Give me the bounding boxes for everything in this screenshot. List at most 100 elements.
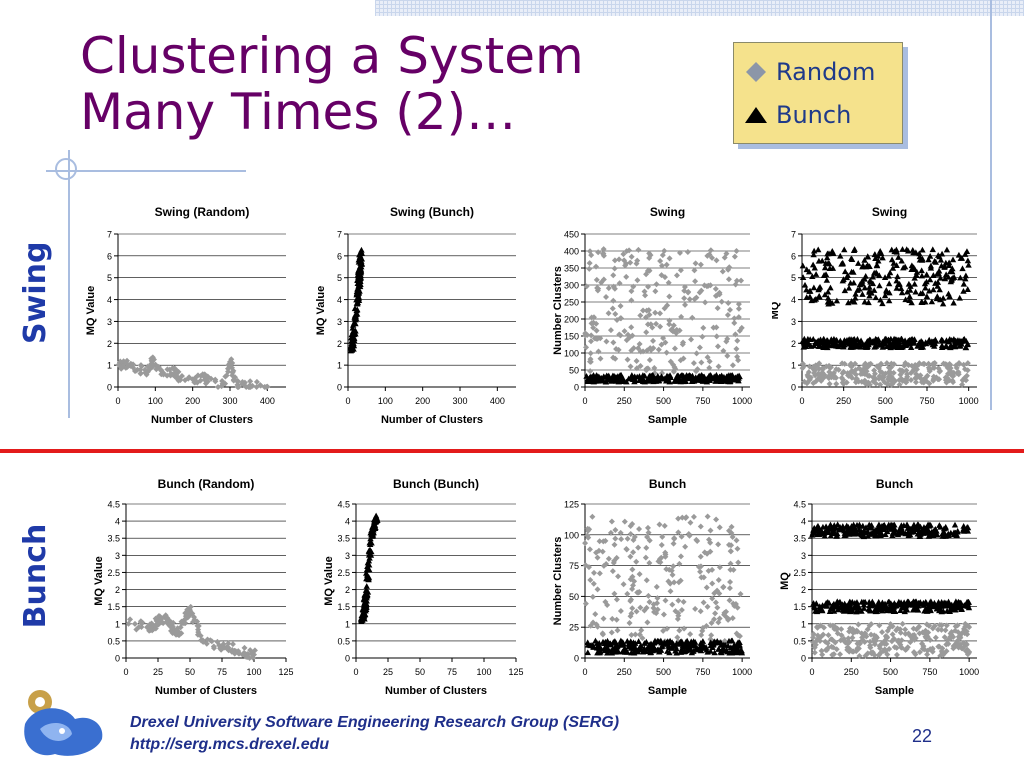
data-point — [723, 614, 730, 621]
data-point — [351, 337, 358, 344]
data-point — [137, 366, 144, 373]
data-point — [811, 604, 818, 611]
data-point — [904, 288, 911, 295]
data-point — [940, 599, 948, 606]
data-point — [730, 566, 737, 573]
data-point — [862, 652, 869, 659]
data-point — [877, 296, 884, 303]
data-point — [700, 642, 708, 649]
data-point — [166, 622, 173, 629]
data-point — [365, 566, 372, 573]
y-tick-label: 250 — [564, 298, 579, 308]
data-point — [173, 627, 180, 634]
data-point — [852, 290, 859, 297]
data-point — [706, 377, 713, 383]
data-point — [618, 536, 625, 543]
data-point — [218, 383, 225, 390]
data-point — [358, 246, 365, 253]
data-point — [357, 267, 365, 274]
data-point — [907, 283, 914, 289]
data-point — [666, 637, 674, 644]
data-point — [173, 371, 180, 378]
data-point — [949, 256, 957, 263]
data-point — [351, 328, 358, 335]
data-point — [812, 372, 819, 379]
data-point — [235, 650, 242, 657]
data-point — [944, 374, 951, 381]
data-point — [682, 639, 690, 645]
data-point — [829, 265, 837, 271]
data-point — [924, 651, 931, 658]
data-point — [859, 634, 866, 641]
data-point — [600, 276, 607, 283]
data-point — [807, 374, 814, 381]
data-point — [843, 529, 850, 536]
data-point — [714, 305, 721, 312]
data-point — [659, 533, 666, 540]
x-tick-label: 0 — [809, 667, 814, 677]
data-point — [152, 625, 159, 632]
x-tick-label: 25 — [383, 667, 393, 677]
data-point — [838, 260, 845, 267]
x-tick-label: 0 — [115, 396, 120, 406]
data-point — [653, 583, 660, 590]
data-point — [588, 332, 595, 339]
data-point — [616, 377, 624, 384]
data-point — [704, 354, 711, 361]
data-point — [611, 541, 618, 548]
data-point — [939, 300, 947, 307]
data-point — [609, 568, 616, 575]
data-point — [600, 562, 607, 569]
data-point — [621, 328, 628, 335]
data-point — [918, 298, 925, 305]
data-point — [897, 599, 905, 606]
data-point — [604, 649, 611, 656]
data-point — [626, 247, 633, 254]
data-point — [675, 515, 682, 522]
data-point — [645, 374, 653, 381]
data-point — [841, 337, 848, 343]
data-point — [138, 363, 145, 370]
data-point — [864, 626, 871, 633]
data-point — [646, 267, 653, 274]
data-point — [609, 305, 616, 312]
data-point — [659, 370, 666, 377]
data-point — [938, 262, 945, 269]
data-point — [875, 363, 882, 370]
data-point — [892, 336, 899, 343]
data-point — [624, 535, 631, 542]
data-point — [724, 335, 731, 342]
data-point — [922, 284, 929, 291]
data-point — [605, 310, 612, 317]
data-point — [868, 631, 875, 638]
data-point — [714, 604, 721, 611]
data-point — [847, 343, 854, 350]
data-point — [960, 625, 967, 632]
data-point — [921, 280, 929, 287]
data-point — [640, 307, 647, 314]
data-point — [596, 649, 603, 656]
data-point — [716, 590, 723, 597]
data-point — [362, 603, 369, 610]
data-point — [633, 608, 640, 615]
data-point — [841, 287, 849, 294]
data-point — [631, 533, 638, 540]
data-point — [611, 265, 618, 272]
y-tick-label: 0 — [801, 654, 806, 664]
data-point — [881, 646, 888, 653]
data-point — [875, 257, 882, 264]
data-point — [199, 638, 206, 645]
data-point — [887, 340, 894, 347]
data-point — [881, 522, 888, 528]
data-point — [932, 336, 939, 343]
data-point — [655, 558, 662, 565]
data-point — [885, 272, 892, 279]
data-point — [901, 362, 908, 369]
data-point — [662, 553, 669, 560]
data-point — [908, 266, 915, 272]
data-point — [866, 521, 873, 528]
data-point — [727, 560, 734, 567]
data-point — [715, 541, 722, 548]
data-point — [667, 588, 674, 595]
footer-url[interactable]: http://serg.mcs.drexel.edu — [130, 736, 330, 753]
